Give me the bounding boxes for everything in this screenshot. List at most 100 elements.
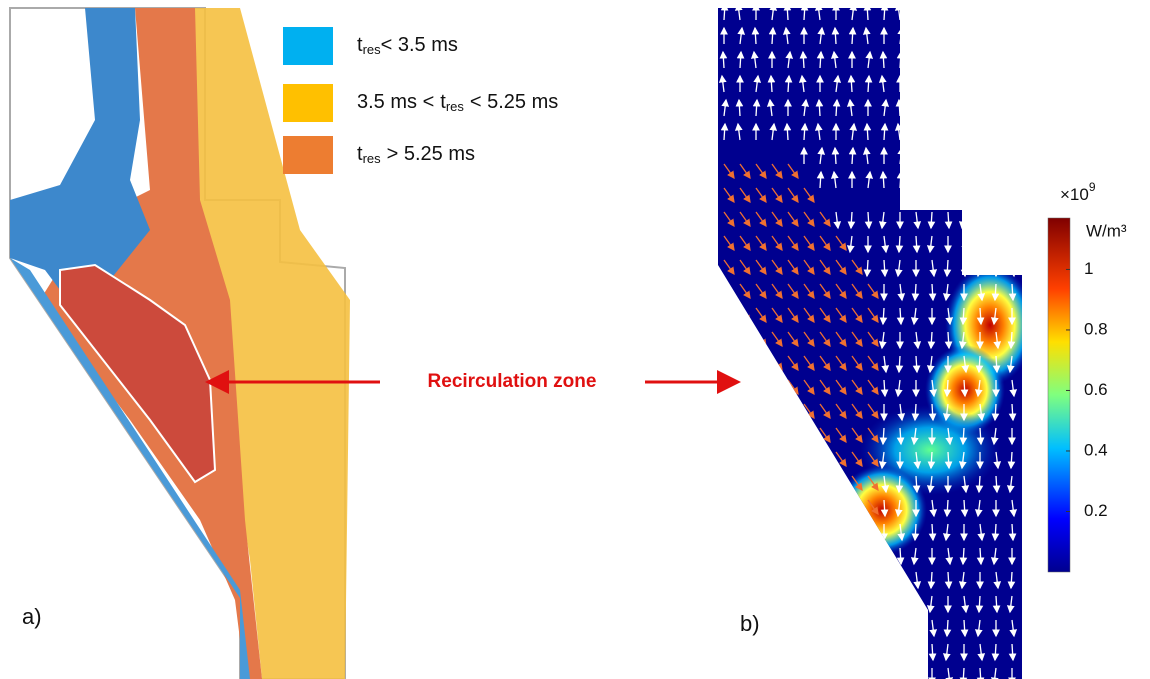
velocity-arrow	[804, 428, 814, 442]
velocity-arrow	[740, 500, 750, 514]
colorbar-tick-label: 0.6	[1084, 380, 1108, 399]
velocity-arrow	[900, 172, 901, 188]
legend-text: 3.5 ms <	[357, 91, 434, 113]
velocity-arrow	[900, 644, 902, 660]
velocity-arrow	[802, 572, 804, 588]
velocity-arrow	[803, 548, 804, 564]
velocity-arrow	[979, 100, 980, 116]
legend: tres< 3.5 ms3.5 ms <tres< 5.25 mstres> 5…	[283, 27, 558, 174]
velocity-arrow	[803, 668, 804, 679]
velocity-arrow	[835, 644, 836, 660]
velocity-arrow	[820, 644, 822, 660]
velocity-arrow	[868, 572, 869, 588]
velocity-arrow	[756, 596, 757, 612]
velocity-arrow	[932, 4, 934, 20]
velocity-arrow	[1012, 148, 1013, 164]
legend-subscript: res	[446, 99, 465, 114]
velocity-arrow	[931, 76, 932, 92]
legend-swatch	[283, 84, 333, 122]
velocity-arrow	[979, 236, 980, 252]
velocity-arrow	[852, 524, 853, 540]
annotation-text: Recirculation zone	[428, 371, 597, 392]
legend-swatch	[283, 27, 333, 65]
colorbar-unit: W/m³	[1086, 221, 1127, 240]
velocity-arrow	[899, 596, 900, 612]
colorbar-multiplier: ×109	[1060, 180, 1096, 204]
velocity-arrow	[772, 500, 782, 514]
velocity-arrow	[852, 500, 862, 514]
velocity-arrow	[786, 524, 788, 540]
legend-text: > 5.25 ms	[387, 143, 475, 165]
velocity-arrow	[932, 28, 933, 44]
legend-text: < 3.5 ms	[381, 34, 458, 56]
velocity-arrow	[915, 644, 916, 660]
velocity-arrow	[1010, 236, 1012, 252]
velocity-arrow	[772, 524, 773, 540]
velocity-arrow	[772, 380, 782, 394]
velocity-arrow	[946, 28, 948, 44]
velocity-arrow	[914, 52, 916, 68]
velocity-arrow	[724, 476, 734, 490]
velocity-arrow	[884, 620, 885, 636]
velocity-arrow	[724, 404, 734, 418]
velocity-arrow	[788, 476, 798, 490]
velocity-arrow	[836, 596, 837, 612]
velocity-arrow	[1011, 76, 1012, 92]
velocity-arrow	[948, 52, 950, 68]
legend-swatch	[283, 136, 333, 174]
velocity-arrow	[820, 548, 821, 564]
legend-subscript: res	[363, 151, 382, 166]
velocity-arrow	[740, 452, 750, 466]
velocity-arrow	[883, 668, 884, 679]
velocity-arrow	[980, 172, 981, 188]
velocity-arrow	[1012, 260, 1014, 276]
velocity-arrow	[963, 172, 964, 188]
velocity-arrow	[740, 668, 741, 679]
velocity-arrow	[996, 236, 997, 252]
velocity-arrow	[868, 668, 870, 679]
velocity-arrow	[914, 668, 916, 679]
velocity-arrow	[1012, 4, 1014, 20]
velocity-arrow	[948, 172, 950, 188]
velocity-arrow	[788, 404, 798, 418]
velocity-arrow	[804, 452, 814, 466]
velocity-arrow	[756, 452, 766, 466]
velocity-arrow	[804, 596, 806, 612]
velocity-arrow	[836, 500, 846, 514]
velocity-arrow	[724, 500, 734, 514]
velocity-arrow	[866, 644, 868, 660]
velocity-arrow	[820, 500, 830, 514]
velocity-arrow	[723, 548, 724, 564]
velocity-arrow	[756, 500, 766, 514]
figure: a) tres< 3.5 ms3.5 ms <tres< 5.25 mstres…	[0, 0, 1150, 679]
velocity-arrow	[724, 428, 734, 442]
colorbar-tick-label: 0.4	[1084, 440, 1108, 459]
velocity-arrow	[964, 124, 965, 140]
velocity-arrow	[772, 428, 782, 442]
velocity-arrow	[835, 524, 836, 540]
velocity-arrow	[804, 476, 814, 490]
velocity-arrow	[724, 620, 725, 636]
velocity-arrow	[788, 452, 798, 466]
velocity-arrow	[932, 148, 933, 164]
velocity-arrow	[962, 76, 964, 92]
velocity-arrow	[772, 620, 774, 636]
velocity-arrow	[804, 620, 805, 636]
velocity-arrow	[852, 644, 853, 660]
velocity-arrow	[836, 476, 846, 490]
velocity-arrow	[900, 28, 902, 44]
velocity-arrow	[980, 148, 982, 164]
legend-subscript: res	[363, 42, 382, 57]
velocity-arrow	[978, 4, 980, 20]
velocity-arrow	[755, 524, 756, 540]
velocity-arrow	[964, 100, 966, 116]
velocity-arrow	[851, 572, 852, 588]
velocity-arrow	[948, 76, 949, 92]
velocity-arrow	[772, 644, 773, 660]
velocity-arrow	[724, 308, 734, 322]
velocity-arrow	[786, 644, 788, 660]
velocity-arrow	[932, 124, 934, 140]
colorbar-tick-label: 0.2	[1084, 501, 1108, 520]
panel-label: b)	[740, 611, 760, 636]
velocity-arrow	[772, 452, 782, 466]
